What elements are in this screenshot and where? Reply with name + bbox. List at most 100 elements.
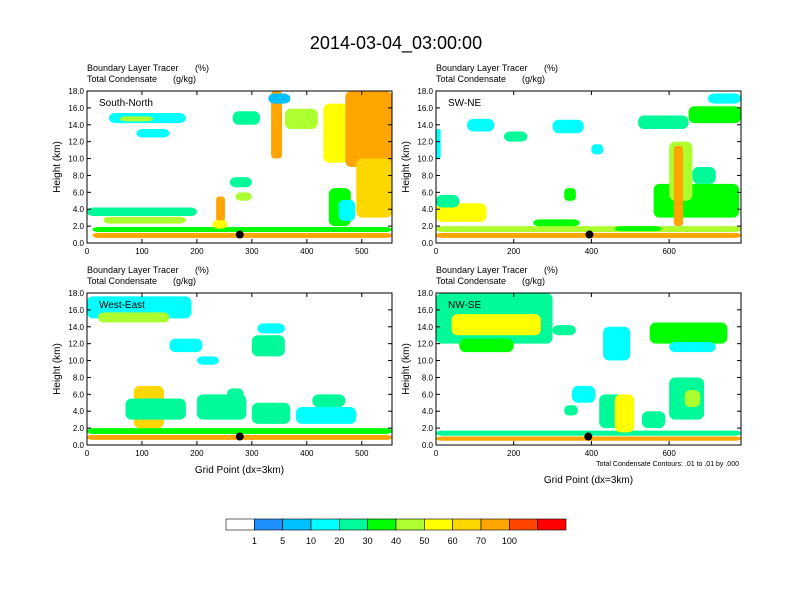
y-tick-label: 16.0 xyxy=(68,104,84,113)
field-cell xyxy=(87,428,392,435)
colorbar-label: 30 xyxy=(363,536,373,546)
y-tick-label: 14.0 xyxy=(417,121,433,130)
field-units: (%) xyxy=(195,63,209,73)
y-tick-label: 8.0 xyxy=(422,171,434,180)
field-cell xyxy=(436,129,441,159)
colorbar-swatch xyxy=(225,518,255,531)
y-tick-label: 16.0 xyxy=(68,306,84,315)
y-tick-label: 14.0 xyxy=(68,121,84,130)
colorbar-swatch xyxy=(310,518,340,531)
y-tick-label: 2.0 xyxy=(73,222,85,231)
x-tick-label: 500 xyxy=(355,449,369,458)
colorbar-swatch xyxy=(452,518,482,531)
field-cell xyxy=(251,335,285,357)
colorbar-label: 100 xyxy=(502,536,517,546)
cross-section-label: SW-NE xyxy=(448,98,481,109)
plot-frame xyxy=(86,90,393,244)
field-cell xyxy=(323,103,349,163)
y-axis-label: Height (km) xyxy=(52,343,63,395)
contour-units: (g/kg) xyxy=(173,74,196,84)
field-cell xyxy=(707,93,741,104)
y-tick-label: 14.0 xyxy=(417,323,433,332)
field-cell xyxy=(235,192,252,201)
field-cell xyxy=(638,115,689,129)
x-axis-label: Grid Point (dx=3km) xyxy=(544,475,633,486)
y-axis-label: Height (km) xyxy=(401,343,412,395)
x-tick-label: 400 xyxy=(585,247,599,256)
cross-section-label: NW-SE xyxy=(448,300,481,311)
field-label: Boundary Layer Tracer xyxy=(436,265,528,275)
field-cell xyxy=(229,177,252,188)
field-cell xyxy=(338,199,356,222)
field-cell xyxy=(345,91,392,167)
y-tick-label: 6.0 xyxy=(73,188,85,197)
colorbar-swatch xyxy=(509,518,538,531)
colorbar-label: 50 xyxy=(419,536,429,546)
tracer-field xyxy=(87,91,392,238)
x-tick-label: 0 xyxy=(434,449,439,458)
y-tick-label: 4.0 xyxy=(422,407,434,416)
field-cell xyxy=(552,325,576,336)
field-units: (%) xyxy=(544,265,558,275)
y-tick-label: 2.0 xyxy=(73,424,85,433)
x-tick-label: 200 xyxy=(507,449,521,458)
field-cell xyxy=(212,220,228,229)
y-tick-label: 2.0 xyxy=(422,222,434,231)
field-cell xyxy=(688,106,741,124)
x-tick-label: 100 xyxy=(135,449,149,458)
contour-units: (g/kg) xyxy=(173,276,196,286)
field-cell xyxy=(295,407,357,424)
colorbar-label: 5 xyxy=(280,536,285,546)
y-tick-label: 18.0 xyxy=(68,289,84,298)
y-tick-label: 4.0 xyxy=(73,205,85,214)
y-axis-label: Height (km) xyxy=(401,141,412,193)
colorbar-swatch xyxy=(537,518,567,531)
field-cell xyxy=(92,226,392,233)
field-cell xyxy=(97,312,170,323)
y-tick-label: 12.0 xyxy=(68,138,84,147)
contour-units: (g/kg) xyxy=(522,276,545,286)
plot-frame xyxy=(435,292,742,446)
contour-label: Total Condensate xyxy=(436,276,506,286)
x-tick-label: 400 xyxy=(300,449,314,458)
x-tick-label: 300 xyxy=(245,247,259,256)
x-tick-label: 500 xyxy=(355,247,369,256)
field-cell xyxy=(216,196,225,222)
colorbar-label: 10 xyxy=(306,536,316,546)
field-cell xyxy=(103,216,186,224)
location-marker xyxy=(584,432,593,441)
y-axis-label: Height (km) xyxy=(52,141,63,193)
field-cell xyxy=(641,411,666,429)
y-tick-label: 2.0 xyxy=(422,424,434,433)
field-cell xyxy=(614,394,635,433)
colorbar-label: 70 xyxy=(476,536,486,546)
field-cell xyxy=(692,167,716,184)
field-cell xyxy=(603,326,631,361)
field-cell xyxy=(196,394,247,420)
panel-south-north: 0 100 200 300 400 500 0.0 2.0 4.0 6.0 8.0 10.0 12.0 1… xyxy=(52,63,393,256)
field-label: Boundary Layer Tracer xyxy=(87,63,179,73)
y-tick-label: 12.0 xyxy=(68,340,84,349)
colorbar-label: 40 xyxy=(391,536,401,546)
contour-units: (g/kg) xyxy=(522,74,545,84)
field-cell xyxy=(669,341,716,353)
y-tick-label: 6.0 xyxy=(422,390,434,399)
y-tick-label: 0.0 xyxy=(422,239,434,248)
x-tick-label: 0 xyxy=(85,449,90,458)
x-tick-label: 600 xyxy=(662,449,676,458)
x-tick-label: 300 xyxy=(245,449,259,458)
field-cell xyxy=(564,188,576,201)
field-cell xyxy=(673,145,684,227)
colorbar-swatch xyxy=(254,518,283,531)
field-cell xyxy=(268,93,291,104)
colorbar-label: 1 xyxy=(252,536,257,546)
colorbar-swatch xyxy=(424,518,453,531)
x-axis-label: Grid Point (dx=3km) xyxy=(195,465,284,476)
y-tick-label: 16.0 xyxy=(417,306,433,315)
y-tick-label: 14.0 xyxy=(68,323,84,332)
x-tick-label: 200 xyxy=(507,247,521,256)
panel-nw-se: 0 200 400 600 0.0 2.0 4.0 6.0 8.0 10.0 12.0 14.0 16.… xyxy=(401,265,742,486)
tracer-field xyxy=(87,296,392,440)
field-cell xyxy=(119,116,153,122)
